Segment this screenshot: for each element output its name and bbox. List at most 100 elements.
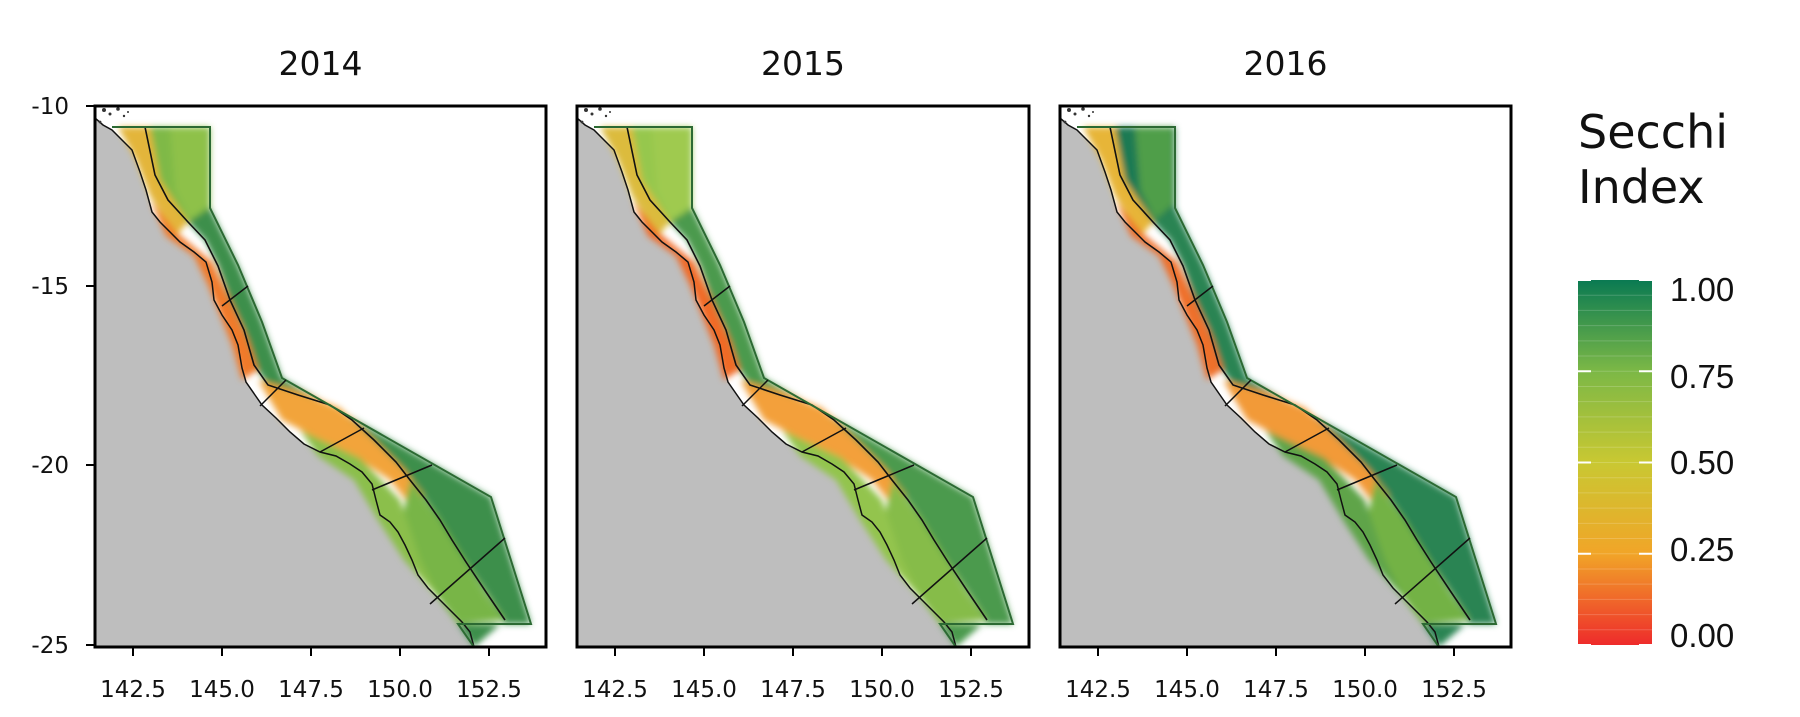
zone-offshore	[594, 127, 1013, 647]
land-mass	[577, 116, 1029, 647]
zone-mid-shelf	[1223, 380, 1389, 505]
region-divider-lines	[1186, 285, 1471, 605]
y-tick-label: -10	[31, 94, 69, 120]
map-panel-2016: 2016	[1058, 44, 1513, 649]
island	[102, 108, 106, 112]
islands	[1063, 107, 1094, 124]
x-tick-label: 152.5	[938, 677, 1004, 703]
island	[584, 108, 588, 112]
island	[1087, 114, 1091, 118]
zone-central-shelf	[1367, 480, 1470, 624]
legend-title-line2: Index	[1578, 160, 1705, 214]
legend-label: 0.75	[1670, 358, 1734, 395]
region-divider	[911, 537, 988, 605]
zone-inner-band	[1115, 200, 1223, 380]
zone-offshore	[1077, 127, 1496, 647]
island	[604, 114, 608, 118]
region-divider	[259, 379, 287, 407]
region-divider	[1394, 537, 1471, 605]
island	[98, 120, 102, 124]
region-divider	[371, 464, 433, 491]
island	[127, 111, 129, 113]
legend-label: 1.00	[1670, 271, 1734, 308]
y-tick-label: -25	[31, 633, 69, 659]
color-legend: Secchi Index 1.00 0.75 0.50 0.25 0.00	[1578, 105, 1734, 654]
zone-mid-shelf	[740, 380, 906, 505]
x-tick-label: 142.5	[582, 677, 648, 703]
zone-south	[1265, 430, 1405, 600]
x-tick-label: 142.5	[100, 677, 166, 703]
x-tick-label: 150.0	[849, 677, 915, 703]
x-tick-label: 142.5	[1065, 677, 1131, 703]
x-tick-label: 152.5	[456, 677, 522, 703]
zone-south	[782, 430, 922, 600]
land-mass	[95, 116, 546, 647]
island	[1081, 107, 1085, 111]
panel-frame	[93, 104, 548, 649]
coastline	[95, 117, 475, 647]
x-tick-label: 147.5	[1243, 677, 1309, 703]
panel-frame	[1058, 104, 1513, 649]
panel-frame	[575, 104, 1031, 649]
island	[122, 114, 126, 118]
x-tick-label: 145.0	[189, 677, 255, 703]
x-tick-label: 147.5	[760, 677, 826, 703]
x-axis-2015: 142.5 145.0 147.5 150.0 152.5	[582, 647, 1004, 703]
panel-title: 2016	[1244, 44, 1328, 83]
marine-park-boundary	[1077, 126, 1498, 647]
zone-north-inshore	[600, 127, 670, 236]
island	[598, 107, 602, 111]
reef-shelf-line	[1109, 126, 1471, 621]
legend-label: 0.00	[1670, 617, 1734, 654]
zone-central-shelf	[402, 480, 505, 624]
region-divider-lines	[703, 285, 988, 605]
islands	[98, 107, 129, 124]
coastline	[1060, 117, 1440, 647]
coastline	[577, 117, 957, 647]
y-axis: -10 -15 -20 -25	[31, 94, 95, 659]
island	[590, 112, 594, 116]
zone-mid-shelf	[258, 380, 424, 505]
x-tick-label: 145.0	[1154, 677, 1220, 703]
island	[609, 111, 611, 113]
island	[580, 120, 584, 124]
secchi-field	[1077, 127, 1496, 647]
x-tick-label: 145.0	[671, 677, 737, 703]
zone-north-shelf	[170, 127, 208, 220]
map-panel-2015: 2015	[575, 44, 1031, 649]
legend-ticks	[1578, 279, 1652, 646]
region-divider	[429, 537, 506, 605]
region-divider	[1336, 464, 1398, 491]
region-divider	[1224, 379, 1252, 407]
region-divider	[221, 285, 249, 307]
region-divider	[801, 427, 847, 453]
zone-north-shelf	[652, 127, 690, 220]
marine-park-boundary	[594, 126, 1015, 647]
island	[1092, 111, 1094, 113]
x-axis-2016: 142.5 145.0 147.5 150.0 152.5	[1065, 647, 1487, 703]
zone-north-shelf	[1135, 127, 1173, 220]
zone-north-inshore	[118, 127, 188, 236]
region-divider	[853, 464, 915, 491]
region-divider-lines	[221, 285, 506, 605]
x-tick-label: 152.5	[1421, 677, 1487, 703]
island	[1063, 120, 1067, 124]
x-tick-label: 150.0	[367, 677, 433, 703]
zone-inner-band	[632, 200, 740, 380]
islands	[580, 107, 611, 124]
island	[1073, 112, 1077, 116]
region-divider	[319, 427, 365, 453]
zone-north-inshore	[1083, 127, 1153, 236]
map-area	[1060, 106, 1511, 647]
marine-park-boundary	[112, 126, 533, 647]
zone-south	[300, 430, 440, 600]
x-axis-2014: 142.5 145.0 147.5 150.0 152.5	[100, 647, 522, 703]
legend-title-line1: Secchi	[1578, 105, 1728, 159]
island	[116, 107, 120, 111]
legend-label: 0.25	[1670, 531, 1734, 568]
legend-colorbar-bands	[1578, 294, 1652, 631]
zone-offshore	[112, 127, 531, 647]
reef-shelf-line	[626, 126, 988, 621]
region-divider	[741, 379, 769, 407]
